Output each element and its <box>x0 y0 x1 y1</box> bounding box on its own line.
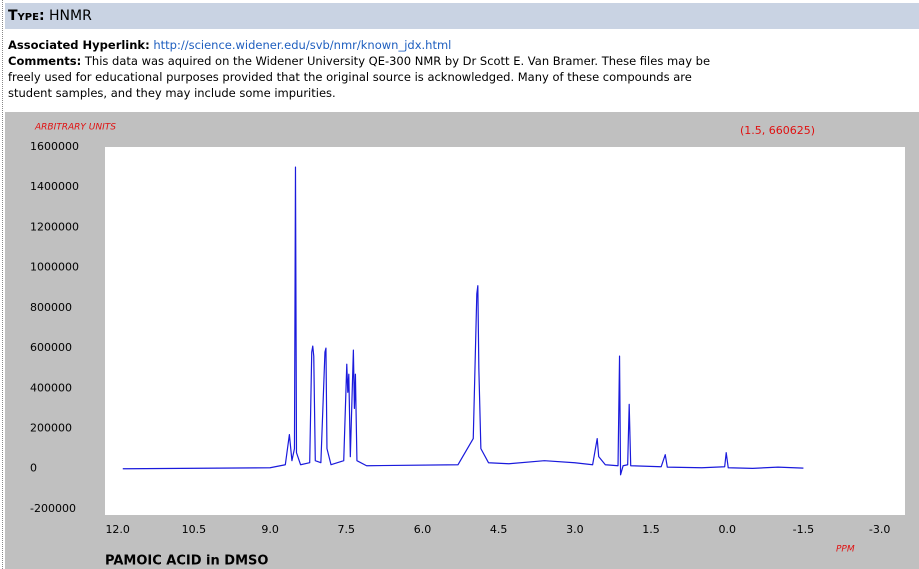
cursor-readout: (1.5, 660625) <box>740 124 815 137</box>
comments-row: freely used for educational purposes pro… <box>8 69 692 85</box>
y-tick-label: 800000 <box>30 301 72 314</box>
y-tick-label: 1200000 <box>30 220 79 233</box>
frame-edge <box>2 0 3 569</box>
x-tick-label: 3.0 <box>566 523 584 536</box>
comments-row: student samples, and they may include so… <box>8 85 336 101</box>
hyperlink-row: Associated Hyperlink: http://science.wid… <box>8 37 451 53</box>
comments-line: freely used for educational purposes pro… <box>8 70 692 84</box>
hyperlink[interactable]: http://science.widener.edu/svb/nmr/known… <box>153 38 452 52</box>
x-tick-label: 4.5 <box>490 523 508 536</box>
x-axis-label: PPM <box>836 545 855 555</box>
x-tick-label: -3.0 <box>869 523 890 536</box>
y-axis-label: ARBITRARY UNITS <box>34 123 116 133</box>
x-tick-label: 6.0 <box>414 523 432 536</box>
comments-line: student samples, and they may include so… <box>8 86 336 100</box>
x-tick-label: 1.5 <box>642 523 660 536</box>
chart-title: PAMOIC ACID in DMSO <box>105 554 268 569</box>
x-tick-label: 7.5 <box>338 523 356 536</box>
comments-line: This data was aquired on the Widener Uni… <box>84 54 711 68</box>
x-tick-label: 0.0 <box>718 523 736 536</box>
y-tick-label: 600000 <box>30 341 72 354</box>
x-tick-label: 10.5 <box>182 523 207 536</box>
type-label: Type: <box>8 8 45 24</box>
type-value: HNMR <box>49 8 92 24</box>
y-tick-label: 0 <box>30 462 37 475</box>
y-tick-label: 1000000 <box>30 261 79 274</box>
y-tick-label: 200000 <box>30 422 72 435</box>
spectrum-line <box>122 166 804 476</box>
x-tick-label: 12.0 <box>105 523 130 536</box>
plot-area <box>105 147 905 515</box>
type-header: Type: HNMR <box>5 3 919 29</box>
chart: ARBITRARY UNITS (1.5, 660625) PPM PAMOIC… <box>5 112 919 569</box>
hyperlink-label: Associated Hyperlink: <box>8 38 150 52</box>
y-tick-label: -200000 <box>30 502 76 515</box>
y-tick-label: 1600000 <box>30 140 79 153</box>
comments-label: Comments: <box>8 54 82 68</box>
y-tick-label: 1400000 <box>30 180 79 193</box>
x-tick-label: 9.0 <box>261 523 279 536</box>
x-tick-label: -1.5 <box>793 523 814 536</box>
comments-row: Comments: This data was aquired on the W… <box>8 53 710 69</box>
y-tick-label: 400000 <box>30 381 72 394</box>
